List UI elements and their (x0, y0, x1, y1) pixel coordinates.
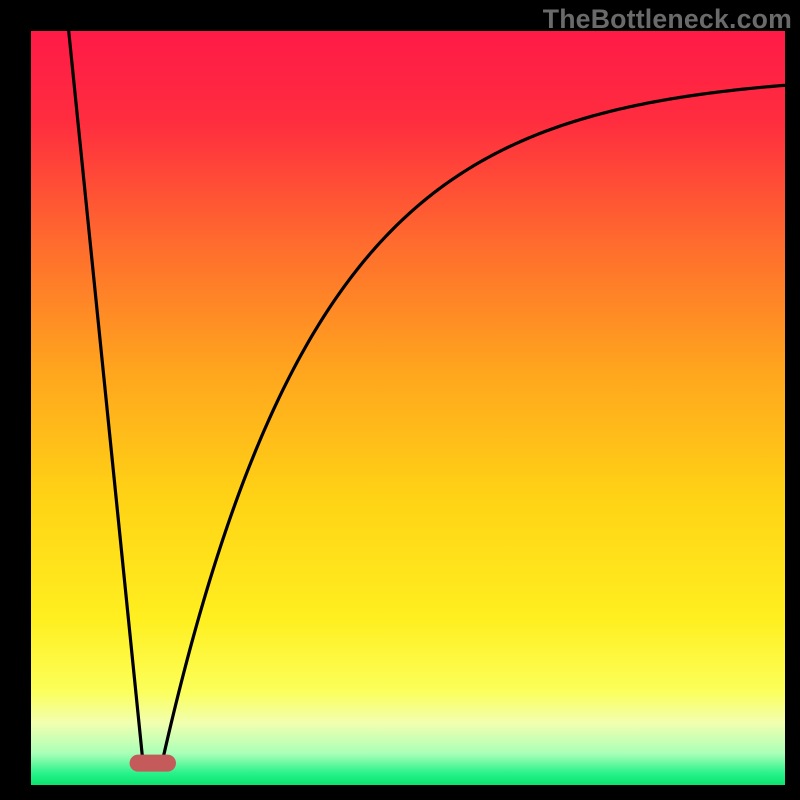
plot-background (31, 31, 785, 785)
plot-svg (31, 31, 785, 785)
watermark-text: TheBottleneck.com (543, 4, 792, 35)
plot-area (31, 31, 785, 785)
chart-root: TheBottleneck.com (0, 0, 800, 800)
